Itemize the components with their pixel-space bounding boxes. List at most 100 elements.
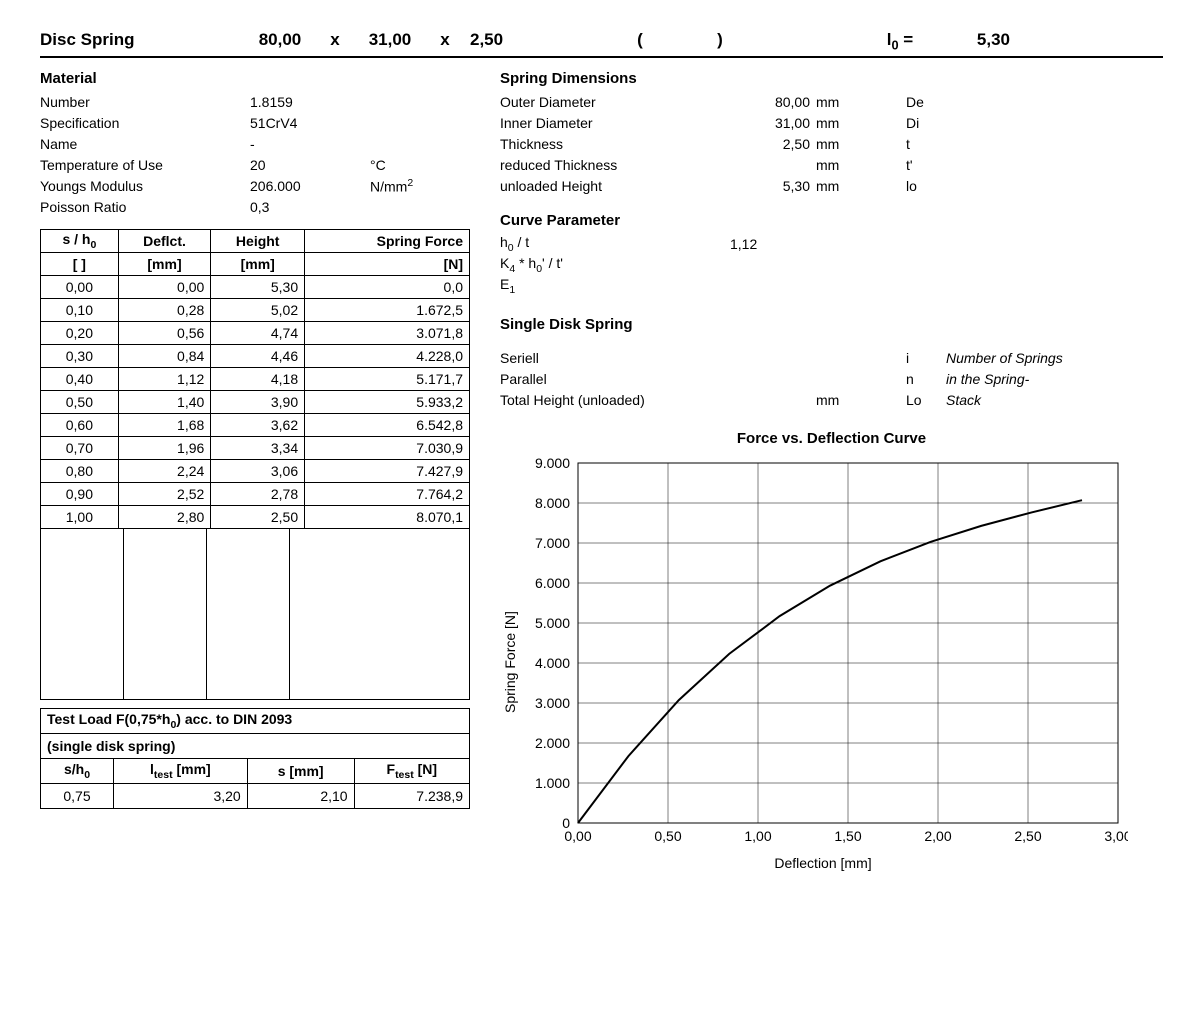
dim-value: 5,30 [730,178,816,194]
svg-text:3,00: 3,00 [1104,828,1128,844]
test-cell: 0,75 [41,784,114,809]
table-cell: 4.228,0 [305,345,470,368]
table-cell: 8.070,1 [305,506,470,529]
table-cell: 0,60 [41,414,119,437]
l0-label: l0 = [870,30,930,52]
spring-force-table: s / h0Deflct.HeightSpring Force[ ][mm][m… [40,229,470,529]
table-cell: 3,90 [211,391,305,414]
table-cell: 0,30 [41,345,119,368]
test-header: Ftest [N] [354,759,469,784]
material-label: Youngs Modulus [40,178,250,194]
svg-text:2,00: 2,00 [924,828,951,844]
curve-param-value: 1,12 [730,236,816,252]
empty-table-block [40,529,470,700]
svg-text:5.000: 5.000 [535,615,570,631]
table-row: 0,100,285,021.672,5 [41,299,470,322]
table-header-unit: [mm] [118,253,211,276]
svg-text:1,50: 1,50 [834,828,861,844]
material-unit: °C [370,157,440,173]
test-load-table: Test Load F(0,75*h0) acc. to DIN 2093 (s… [40,708,470,809]
table-cell: 4,46 [211,345,305,368]
material-row: Specification51CrV4 [40,112,470,133]
table-cell: 0,00 [41,276,119,299]
table-cell: 1.672,5 [305,299,470,322]
table-cell: 1,40 [118,391,211,414]
test-load-title: Test Load F(0,75*h0) acc. to DIN 2093 [41,709,470,734]
curve-param-row: E1 [500,275,1163,296]
single-disk-label: Seriell [500,350,730,366]
table-cell: 5,30 [211,276,305,299]
table-header-unit: [N] [305,253,470,276]
dim-outer: 80,00 [240,30,320,50]
table-cell: 0,56 [118,322,211,345]
doc-title: Disc Spring [40,30,240,50]
curve-param-title: Curve Parameter [500,212,1163,229]
table-cell: 1,68 [118,414,211,437]
dim-thickness: 2,50 [460,30,550,50]
svg-text:9.000: 9.000 [535,455,570,471]
table-cell: 4,74 [211,322,305,345]
table-cell: 3,34 [211,437,305,460]
table-row: 0,300,844,464.228,0 [41,345,470,368]
test-header: ltest [mm] [114,759,248,784]
table-row: 0,401,124,185.171,7 [41,368,470,391]
table-row: 0,501,403,905.933,2 [41,391,470,414]
curve-param-row: h0 / t1,12 [500,233,1163,254]
single-disk-row: Total Height (unloaded)mmLoStack [500,389,1163,410]
spring-dim-row: Inner Diameter31,00mmDi [500,112,1163,133]
dim-label: reduced Thickness [500,157,730,173]
material-value: 20 [250,157,370,173]
dim-value: 31,00 [730,115,816,131]
table-header: Deflct. [118,230,211,253]
spring-dim-row: reduced Thickness mm t' [500,154,1163,175]
table-cell: 1,12 [118,368,211,391]
material-value: 51CrV4 [250,115,370,131]
chart-xlabel: Deflection [mm] [518,855,1128,871]
paren-left: ( [630,30,650,50]
material-title: Material [40,70,470,87]
single-disk-symbol: i [906,350,946,366]
table-cell: 3,06 [211,460,305,483]
svg-text:2.000: 2.000 [535,735,570,751]
svg-text:3.000: 3.000 [535,695,570,711]
material-label: Specification [40,115,250,131]
dim-value: 80,00 [730,94,816,110]
table-cell: 0,10 [41,299,119,322]
dim-unit: mm [816,157,856,173]
paren-right: ) [710,30,730,50]
svg-text:4.000: 4.000 [535,655,570,671]
svg-text:2,50: 2,50 [1014,828,1041,844]
table-cell: 1,96 [118,437,211,460]
table-cell: 5,02 [211,299,305,322]
chart-title: Force vs. Deflection Curve [500,430,1163,447]
table-row: 0,200,564,743.071,8 [41,322,470,345]
table-row: 1,002,802,508.070,1 [41,506,470,529]
l0-value: 5,30 [930,30,1010,50]
table-cell: 0,40 [41,368,119,391]
material-value: 206.000 [250,178,370,194]
dim-label: Inner Diameter [500,115,730,131]
svg-text:8.000: 8.000 [535,495,570,511]
single-disk-row: SerielliNumber of Springs [500,347,1163,368]
material-label: Poisson Ratio [40,199,250,215]
table-cell: 0,28 [118,299,211,322]
force-deflection-chart: 0,000,501,001,502,002,503,0001.0002.0003… [518,453,1128,853]
dim-unit: mm [816,94,856,110]
single-disk-title: Single Disk Spring [500,316,1163,333]
table-cell: 0,0 [305,276,470,299]
single-disk-note: in the Spring- [946,371,1163,387]
table-cell: 7.427,9 [305,460,470,483]
spring-dim-row: Outer Diameter80,00mmDe [500,91,1163,112]
sep-x-1: x [320,30,350,50]
material-row: Youngs Modulus206.000N/mm2 [40,175,470,196]
material-value: 1.8159 [250,94,370,110]
table-row: 0,902,522,787.764,2 [41,483,470,506]
dim-unit: mm [816,178,856,194]
table-cell: 7.030,9 [305,437,470,460]
dim-symbol: t' [906,157,946,173]
table-header: s / h0 [41,230,119,253]
material-value: 0,3 [250,199,370,215]
table-cell: 7.764,2 [305,483,470,506]
table-cell: 3.071,8 [305,322,470,345]
svg-text:0: 0 [562,815,570,831]
